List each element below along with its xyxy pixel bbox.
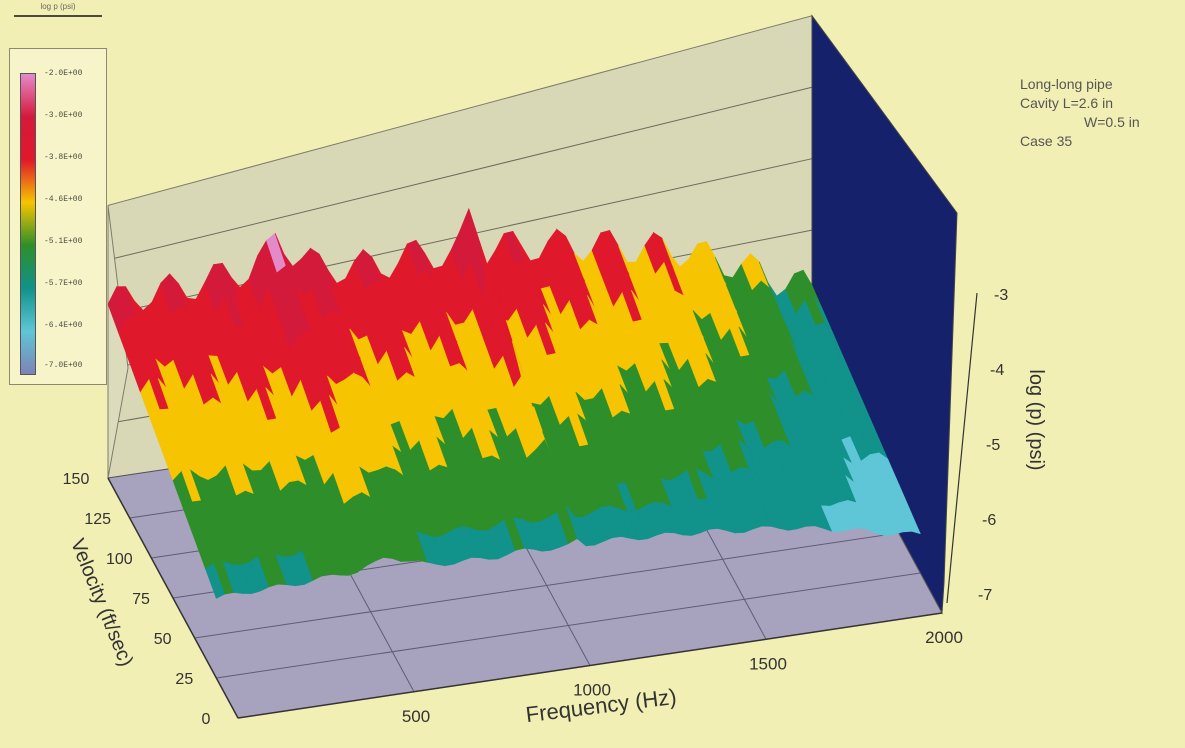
z-tick-label: -4 [990, 362, 1004, 379]
z-axis-label: log (p) (psi) [1025, 369, 1047, 470]
legend-label: -7.0E+00 [44, 361, 83, 370]
back-wall-gridline [107, 86, 813, 261]
legend-label: -5.7E+00 [44, 279, 83, 288]
legend-colorbar [20, 73, 36, 375]
frequency-tick-label: 2000 [925, 628, 963, 647]
z-tick-label: -3 [994, 287, 1008, 304]
annotation-line: Case 35 [1020, 133, 1073, 149]
frequency-axis-line [237, 612, 943, 719]
surface-mesh [107, 207, 921, 599]
velocity-tick-label: 75 [132, 591, 150, 608]
z-tick-label: -6 [982, 512, 996, 529]
legend-label: -6.4E+00 [44, 321, 83, 330]
velocity-tick-label: 125 [84, 511, 111, 528]
z-axis-line [946, 292, 978, 604]
floor-gridline [194, 532, 899, 639]
legend-label: -3.8E+00 [44, 153, 83, 162]
legend-label: -4.6E+00 [44, 195, 83, 204]
z-tick-label: -5 [986, 437, 1000, 454]
velocity-tick-label: 25 [175, 671, 193, 688]
frequency-tick-label: 1500 [749, 654, 787, 673]
surface-facet [900, 504, 921, 535]
velocity-axis-line [107, 477, 239, 719]
annotation-line: Long-long pipe [1020, 76, 1113, 92]
legend-title: log p (psi) [14, 2, 102, 17]
frequency-tick-label: 1000 [573, 681, 611, 700]
velocity-tick-label: 150 [63, 471, 90, 488]
color-legend: -2.0E+00 -3.0E+00 -3.8E+00 -4.6E+00 -5.1… [9, 48, 107, 385]
legend-label: -3.0E+00 [44, 111, 83, 120]
velocity-tick-label: 50 [154, 631, 172, 648]
legend-label: -2.0E+00 [44, 69, 83, 78]
frequency-tick-label: 500 [402, 707, 430, 726]
case-annotation: Long-long pipe Cavity L=2.6 in W=0.5 in … [1020, 75, 1180, 151]
annotation-line: Cavity L=2.6 in [1020, 95, 1113, 111]
velocity-tick-label: 100 [106, 551, 133, 568]
annotation-line: W=0.5 in [1084, 114, 1140, 130]
z-tick-label: -7 [978, 587, 992, 604]
floor-gridline [216, 572, 921, 679]
velocity-tick-label: 0 [202, 711, 211, 728]
legend-label: -5.1E+00 [44, 237, 83, 246]
